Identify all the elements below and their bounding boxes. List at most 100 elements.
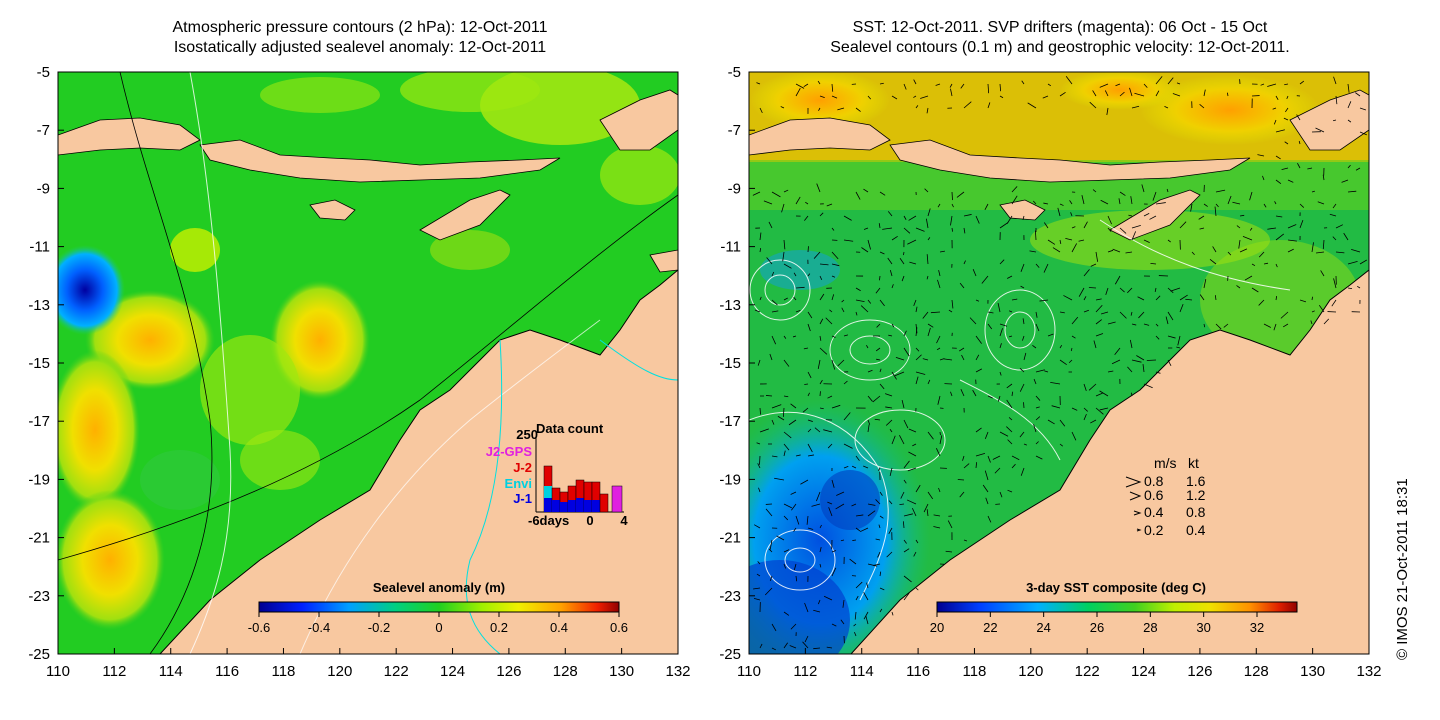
count-bar-j2gps xyxy=(611,485,623,513)
y-tick-label: -13 xyxy=(28,297,50,314)
sst-map xyxy=(749,72,1369,654)
colorbar-tick-label: 0.4 xyxy=(550,620,568,635)
x-tick-label: 112 xyxy=(793,663,817,680)
y-tick-label: -15 xyxy=(719,355,741,372)
right-title-line2: Sealevel contours (0.1 m) and geostrophi… xyxy=(830,39,1290,56)
y-tick-label: -23 xyxy=(719,588,741,605)
count-bar-envi xyxy=(544,486,552,498)
pressure-contour xyxy=(58,194,678,561)
y-tick-label: -19 xyxy=(28,471,50,488)
sla-colorbar-scale xyxy=(258,601,620,613)
sst-colorbar-label: 3-day SST composite (deg C) xyxy=(1026,580,1206,595)
colorbar-tick-label: 0 xyxy=(435,620,442,635)
sumba-island-sst xyxy=(999,199,1046,221)
x-tick-label: 126 xyxy=(496,663,521,680)
y-tick-label: -9 xyxy=(728,180,741,197)
sla-colorbar-label: Sealevel anomaly (m) xyxy=(373,580,505,595)
y-tick-label: -25 xyxy=(719,646,741,663)
java-island-sst xyxy=(749,117,891,156)
left-map-title: Atmospheric pressure contours (2 hPa): 1… xyxy=(40,18,680,58)
vel-arrow-0.4 xyxy=(1133,510,1142,516)
vel-row-kt: 1.2 xyxy=(1186,487,1206,503)
state-boundary xyxy=(465,339,503,654)
geostrophic-velocity-arrows xyxy=(752,76,1367,651)
sst-colorbar-scale xyxy=(936,601,1298,613)
y-tick-label: -13 xyxy=(719,297,741,314)
sla-colorbar: Sealevel anomaly (m) -0.6 -0.4 -0.2 0 0.2 0.4… xyxy=(248,580,628,635)
x-tick-label: 132 xyxy=(1356,663,1381,680)
vel-row-ms: 0.8 xyxy=(1144,473,1164,489)
y-tick-label: -21 xyxy=(719,530,741,547)
colorbar-tick-label: -0.4 xyxy=(308,620,330,635)
y-tick-label: -25 xyxy=(28,646,50,663)
x-tick-label: 126 xyxy=(1187,663,1212,680)
y-tick-label: -5 xyxy=(37,64,50,81)
timor-island xyxy=(419,189,511,241)
colorbar-tick-label: 20 xyxy=(930,620,944,635)
colorbar-tick-label: 0.2 xyxy=(490,620,508,635)
lesser-sunda-islands xyxy=(199,139,561,183)
data-count-bars xyxy=(543,465,623,513)
sst-colorbar: 3-day SST composite (deg C) 20 22 24 26 28 30… xyxy=(930,580,1298,635)
colorbar-tick-label: 26 xyxy=(1090,620,1104,635)
x-tick-label: 124 xyxy=(440,663,465,680)
y-tick-label: -7 xyxy=(728,122,741,139)
colorbar-tick-label: 28 xyxy=(1143,620,1157,635)
y-tick-label: -17 xyxy=(719,413,741,430)
x-tick-label: 130 xyxy=(609,663,634,680)
colorbar-tick-label: 30 xyxy=(1196,620,1210,635)
vel-row-ms: 0.4 xyxy=(1144,504,1164,520)
x-tick-label: 118 xyxy=(271,663,295,680)
x-tick-label: 114 xyxy=(159,663,183,680)
y-tick-label: -11 xyxy=(720,239,741,256)
low-sla-eddy xyxy=(58,245,125,335)
data-count-max: 250 xyxy=(516,427,538,442)
right-title-line1: SST: 12-Oct-2011. SVP drifters (magenta)… xyxy=(852,19,1268,36)
mission-j-2: J-2 xyxy=(513,460,532,475)
x-tick-label: 128 xyxy=(553,663,578,680)
y-tick-label: -17 xyxy=(28,413,50,430)
x-tick-label: 128 xyxy=(1244,663,1269,680)
y-tick-label: -5 xyxy=(728,64,741,81)
x-tick-label: 130 xyxy=(1300,663,1325,680)
colorbar-tick-label: 24 xyxy=(1036,620,1050,635)
lesser-sunda-islands-sst xyxy=(889,139,1251,183)
right-map-title: SST: 12-Oct-2011. SVP drifters (magenta)… xyxy=(750,18,1370,58)
colorbar-tick-label: 22 xyxy=(983,620,997,635)
data-count-inset: Data count 250 J2-GPS J-2 Envi J-1 -6 xyxy=(486,421,629,528)
vel-arrow-0.8 xyxy=(1125,476,1142,488)
y-tick-label: -7 xyxy=(37,122,50,139)
x-tick-label: 118 xyxy=(962,663,986,680)
x-tick-label: 110 xyxy=(737,663,761,680)
vel-row-kt: 1.6 xyxy=(1186,473,1206,489)
vel-row-kt: 0.4 xyxy=(1186,522,1206,538)
vel-header-ms: m/s xyxy=(1154,455,1177,471)
x-tick-label: 132 xyxy=(665,663,690,680)
count-bar xyxy=(599,493,609,513)
vel-row-ms: 0.6 xyxy=(1144,487,1164,503)
sumba-island xyxy=(309,199,356,221)
x-tick-label: 124 xyxy=(1131,663,1156,680)
x-tick-label: 116 xyxy=(906,663,930,680)
colorbar-tick-label: -0.6 xyxy=(248,620,270,635)
count-bar-j1 xyxy=(544,498,552,512)
y-tick-label: -23 xyxy=(28,588,50,605)
sealevel-contours xyxy=(749,219,1291,601)
x-tick-label: 114 xyxy=(850,663,874,680)
australia-landmass-sst xyxy=(850,269,1369,654)
x-tick-label: 116 xyxy=(215,663,239,680)
left-y-axis: -5 -7 -9 -11 -13 -15 -17 -19 -21 -23 -25 xyxy=(28,64,64,663)
y-tick-label: -9 xyxy=(37,180,50,197)
vel-arrow-0.6 xyxy=(1129,491,1142,501)
bathymetry-contour xyxy=(299,319,601,654)
mission-envi: Envi xyxy=(505,476,532,491)
tanimbar-islands xyxy=(599,89,678,151)
imos-credit: © IMOS 21-Oct-2011 18:31 xyxy=(1394,478,1411,660)
y-tick-label: -19 xyxy=(719,471,741,488)
bathymetry-contour xyxy=(189,72,232,654)
mission-j2-gps: J2-GPS xyxy=(486,444,533,459)
right-y-axis: -5 -7 -9 -11 -13 -15 -17 -19 -21 -23 -25 xyxy=(719,64,755,663)
x-tick-label: 122 xyxy=(1075,663,1100,680)
left-title-line2: Isostatically adjusted sealevel anomaly:… xyxy=(173,39,547,56)
y-tick-label: -11 xyxy=(29,239,50,256)
